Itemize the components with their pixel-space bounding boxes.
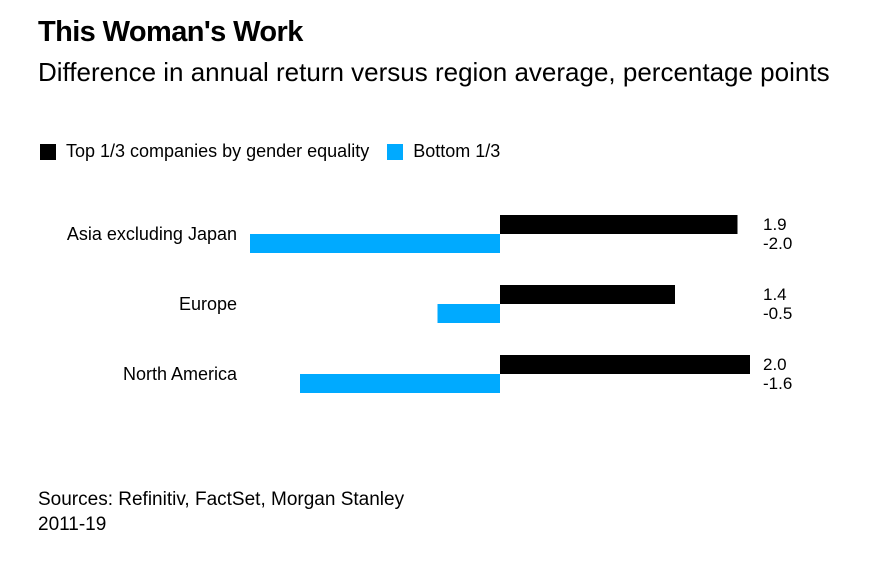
- legend-swatch-bottom: [387, 143, 404, 160]
- legend-label-bottom: Bottom 1/3: [413, 141, 501, 161]
- chart-subtitle: Difference in annual return versus regio…: [38, 57, 830, 87]
- bar-chart: Asia excluding Japan 1.9-2.0 Europe 1.4-0.5…: [67, 215, 792, 393]
- category-label: Europe: [179, 294, 237, 314]
- bar-top-third: [500, 215, 738, 234]
- source-note: Sources: Refinitiv, FactSet, Morgan Stan…: [38, 487, 404, 537]
- source-line: Sources: Refinitiv, FactSet, Morgan Stan…: [38, 489, 405, 510]
- data-label: -2.0: [763, 234, 792, 253]
- source-period: 2011-19: [38, 514, 107, 535]
- bar-top-third: [500, 285, 675, 304]
- legend: Top 1/3 companies by gender equality Bot…: [40, 141, 518, 162]
- category-label: North America: [123, 364, 238, 384]
- data-label: 2.0: [763, 355, 787, 374]
- data-label: -1.6: [763, 374, 792, 393]
- legend-label-top: Top 1/3 companies by gender equality: [66, 141, 370, 161]
- chart-title: This Woman's Work: [38, 16, 303, 48]
- bar-top-third: [500, 355, 750, 374]
- category-label: Asia excluding Japan: [67, 224, 237, 244]
- legend-swatch-top: [40, 143, 56, 160]
- data-label: -0.5: [763, 304, 792, 323]
- data-label: 1.9: [763, 215, 787, 234]
- bar-bottom-third: [250, 234, 500, 253]
- legend-item-top: Top 1/3 companies by gender equality: [40, 141, 369, 162]
- bar-bottom-third: [300, 374, 500, 393]
- legend-item-bottom: Bottom 1/3: [387, 141, 500, 162]
- bar-bottom-third: [437, 304, 500, 323]
- data-label: 1.4: [763, 285, 787, 304]
